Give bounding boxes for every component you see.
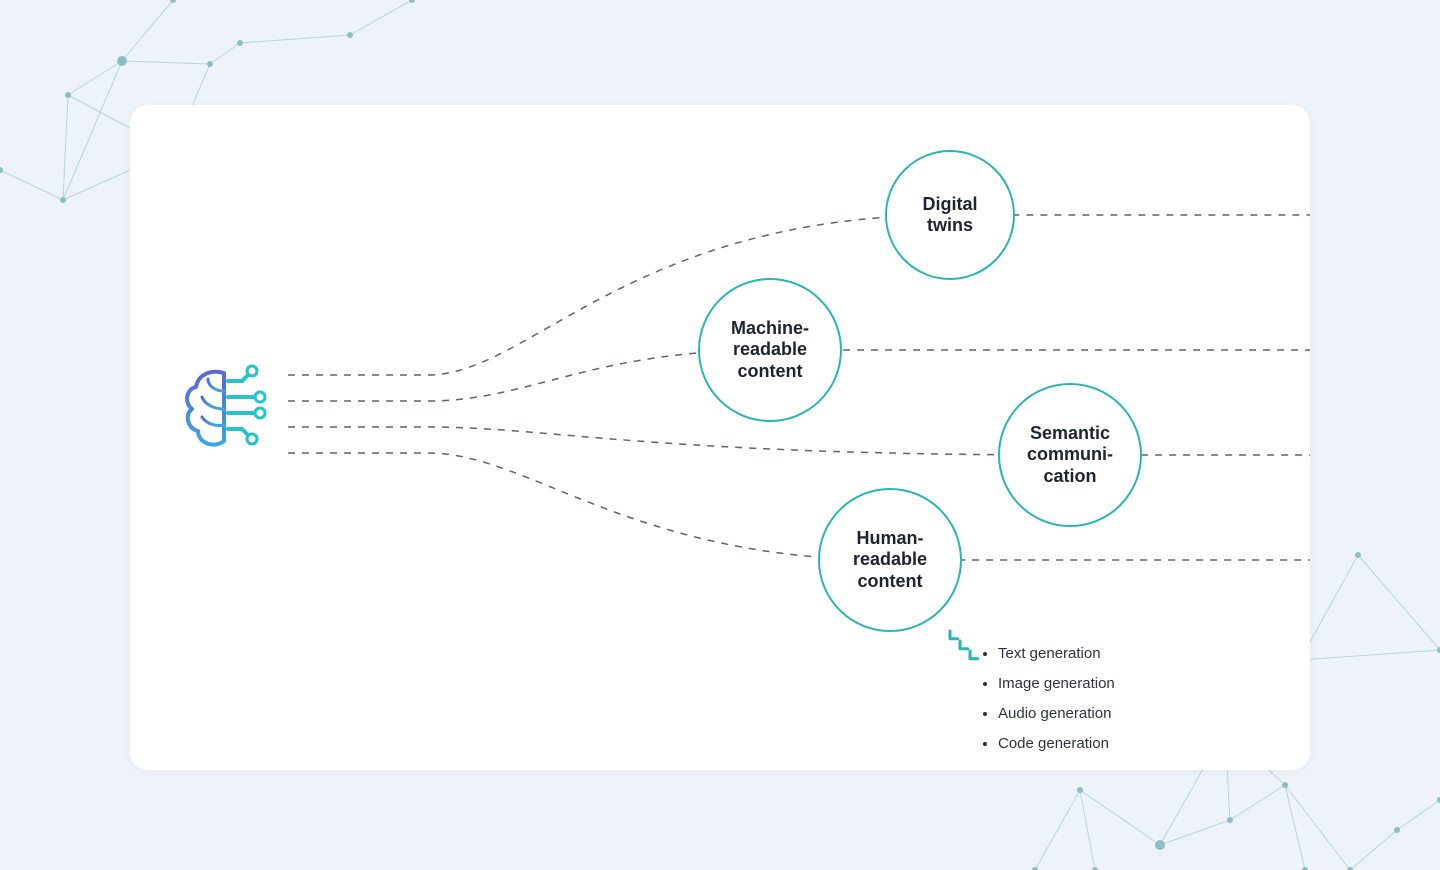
node-human-readable: Human-readablecontent: [818, 488, 962, 632]
node-label: Digitaltwins: [914, 194, 985, 236]
brain-ai-icon: [180, 363, 280, 453]
bullet-item: Code generation: [998, 735, 1115, 752]
node-label: Semanticcommuni-cation: [1019, 423, 1121, 487]
node-label: Human-readablecontent: [845, 528, 935, 592]
page-root: Digitaltwins Machine-readablecontent Sem…: [0, 0, 1440, 870]
node-digital-twins: Digitaltwins: [885, 150, 1015, 280]
bullet-item: Image generation: [998, 675, 1115, 692]
node-machine-readable: Machine-readablecontent: [698, 278, 842, 422]
bullet-list: Text generation Image generation Audio gen…: [980, 645, 1115, 765]
node-label: Machine-readablecontent: [723, 318, 817, 382]
node-semantic-communication: Semanticcommuni-cation: [998, 383, 1142, 527]
diagram-card: Digitaltwins Machine-readablecontent Sem…: [130, 105, 1310, 770]
bullet-item: Audio generation: [998, 705, 1115, 722]
bullet-item: Text generation: [998, 645, 1115, 662]
